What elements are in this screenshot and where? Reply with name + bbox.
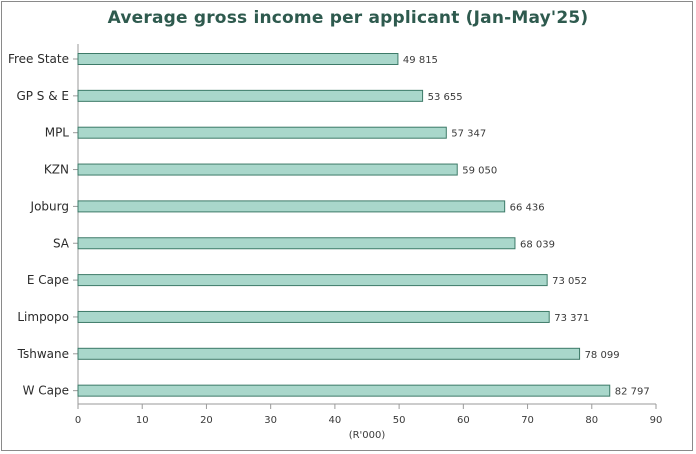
bar bbox=[77, 163, 458, 176]
category-label: E Cape bbox=[27, 273, 69, 287]
chart-title: Average gross income per applicant (Jan-… bbox=[107, 8, 589, 28]
bar bbox=[77, 310, 550, 323]
x-tick-label: 60 bbox=[457, 415, 470, 426]
bar bbox=[77, 89, 424, 102]
x-tick-label: 30 bbox=[264, 415, 277, 426]
category-label: W Cape bbox=[23, 384, 69, 398]
value-label: 82 797 bbox=[615, 387, 650, 398]
category-label: Joburg bbox=[30, 199, 69, 213]
category-label: Limpopo bbox=[17, 310, 69, 324]
value-label: 78 099 bbox=[585, 350, 620, 361]
value-label: 68 039 bbox=[520, 239, 555, 250]
category-label: MPL bbox=[45, 126, 70, 140]
x-axis-title: (R'000) bbox=[349, 430, 386, 441]
x-tick-label: 90 bbox=[650, 415, 663, 426]
x-tick-label: 70 bbox=[521, 415, 534, 426]
category-label: Free State bbox=[8, 52, 69, 66]
x-tick-label: 50 bbox=[393, 415, 406, 426]
value-label: 73 052 bbox=[552, 276, 587, 287]
x-tick-label: 40 bbox=[329, 415, 342, 426]
value-label: 57 347 bbox=[451, 129, 486, 140]
value-label: 49 815 bbox=[403, 55, 438, 66]
value-label: 59 050 bbox=[462, 166, 497, 177]
x-tick-label: 10 bbox=[136, 415, 149, 426]
value-label: 66 436 bbox=[510, 202, 545, 213]
x-tick-label: 0 bbox=[75, 415, 81, 426]
bar bbox=[77, 347, 581, 360]
bar bbox=[77, 384, 611, 397]
bar bbox=[77, 126, 447, 139]
category-label: SA bbox=[53, 236, 70, 250]
category-label: Tshwane bbox=[17, 347, 69, 361]
bar bbox=[77, 53, 399, 65]
category-label: KZN bbox=[44, 163, 69, 177]
value-label: 73 371 bbox=[554, 313, 589, 324]
bar bbox=[77, 200, 506, 213]
x-tick-label: 80 bbox=[585, 415, 598, 426]
category-label: GP S & E bbox=[16, 89, 69, 103]
bar bbox=[77, 274, 548, 287]
value-label: 53 655 bbox=[428, 92, 463, 103]
bar bbox=[77, 237, 516, 250]
x-tick-label: 20 bbox=[200, 415, 213, 426]
